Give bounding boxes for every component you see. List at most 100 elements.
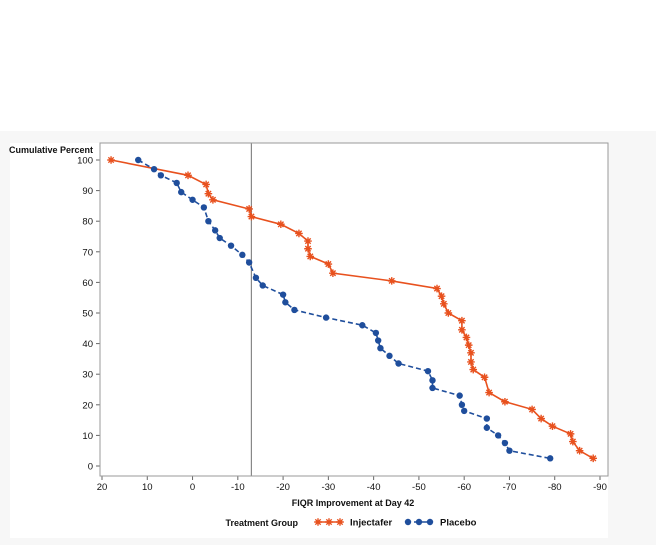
y-tick-label: 20 — [82, 400, 93, 411]
injectafer-point — [548, 422, 557, 431]
x-tick-label: 20 — [97, 482, 108, 493]
injectafer-point — [304, 237, 312, 245]
injectafer-point — [537, 414, 545, 423]
y-tick-label: 80 — [82, 217, 93, 228]
x-tick-label: 10 — [142, 482, 153, 493]
placebo-point — [359, 322, 366, 329]
placebo-point — [456, 392, 463, 399]
legend-swatch-marker — [404, 518, 412, 526]
legend-entry-placebo: Placebo — [404, 518, 477, 529]
injectafer-point — [433, 284, 441, 293]
x-tick-label: -40 — [367, 482, 381, 493]
placebo-point — [189, 196, 196, 203]
placebo-series — [135, 156, 554, 462]
placebo-point — [483, 415, 491, 422]
placebo-point — [200, 204, 208, 211]
injectafer-point — [458, 326, 466, 334]
legend-entry-injectafer: Injectafer — [314, 518, 393, 529]
figure-panel: Cumulative Percent 0 10 20 30 40 50 60 70 80 90 10… — [0, 131, 656, 545]
y-tick-label: 70 — [82, 247, 93, 258]
y-tick-label: 50 — [82, 309, 93, 320]
y-axis-label: Cumulative Percent — [9, 145, 93, 155]
injectafer-series — [107, 156, 598, 463]
y-tick-label: 0 — [88, 462, 93, 473]
placebo-point — [135, 156, 142, 164]
legend-label: Injectafer — [350, 518, 393, 529]
y-tick-label: 10 — [82, 431, 93, 442]
injectafer-point — [480, 373, 489, 382]
placebo-point — [245, 259, 253, 266]
injectafer-point — [469, 365, 478, 374]
placebo-point — [395, 360, 402, 367]
injectafer-point — [184, 171, 192, 180]
x-tick-label: -30 — [321, 482, 335, 493]
x-tick-label: -20 — [276, 482, 290, 493]
injectafer-point — [247, 212, 256, 221]
legend-swatch-marker — [336, 518, 344, 526]
placebo-point — [282, 299, 289, 306]
x-tick-label: -50 — [412, 482, 426, 493]
injectafer-point — [458, 316, 466, 325]
injectafer-point — [467, 348, 475, 357]
injectafer-point — [575, 446, 584, 455]
legend-swatch-marker — [426, 518, 434, 526]
legend-label: Placebo — [440, 518, 477, 529]
injectafer-point — [444, 309, 453, 317]
x-axis-label: FIQR Improvement at Day 42 — [292, 498, 415, 508]
cumulative-percent-chart: Cumulative Percent 0 10 20 30 40 50 60 70 80 90 10… — [9, 142, 609, 538]
x-tick-label: 0 — [190, 482, 195, 493]
injectafer-point — [204, 189, 213, 198]
placebo-point — [216, 234, 223, 242]
x-tick-label: -60 — [457, 482, 471, 493]
injectafer-point — [440, 300, 448, 308]
injectafer-point — [245, 205, 253, 213]
injectafer-point — [462, 333, 471, 342]
placebo-point — [252, 274, 260, 282]
injectafer-point — [566, 430, 575, 438]
placebo-point — [227, 242, 235, 249]
plot-background — [10, 143, 608, 538]
injectafer-point — [437, 292, 446, 300]
placebo-point — [374, 337, 382, 344]
injectafer-point — [589, 454, 598, 463]
injectafer-point — [501, 397, 509, 406]
placebo-point — [424, 367, 432, 375]
y-tick-label: 40 — [82, 339, 93, 350]
x-tick-label: -10 — [231, 482, 245, 493]
injectafer-point — [324, 260, 333, 268]
placebo-point — [386, 352, 393, 360]
legend-swatch-marker — [325, 518, 333, 526]
placebo-point — [157, 172, 165, 179]
injectafer-point — [277, 220, 285, 229]
legend-swatch-marker — [314, 518, 322, 526]
injectafer-point — [485, 388, 493, 397]
placebo-point — [150, 165, 158, 173]
placebo-point — [211, 227, 219, 234]
injectafer-point — [329, 269, 337, 278]
x-tick-label: -70 — [503, 482, 517, 493]
y-tick-label: 60 — [82, 278, 93, 289]
placebo-point — [458, 401, 466, 408]
placebo-point — [372, 329, 380, 337]
placebo-point — [377, 344, 384, 352]
injectafer-point — [387, 277, 396, 285]
legend-swatch-marker — [415, 518, 423, 526]
injectafer-point — [528, 405, 536, 414]
y-tick-label: 30 — [82, 370, 93, 381]
legend: Treatment Group Injectafer Placebo — [225, 518, 476, 529]
injectafer-point — [107, 156, 115, 164]
placebo-point — [547, 455, 554, 462]
x-tick-label: -90 — [593, 482, 607, 493]
plot-frame — [99, 142, 609, 477]
placebo-point — [460, 407, 468, 415]
placebo-point — [506, 447, 513, 454]
legend-title: Treatment Group — [225, 518, 298, 528]
injectafer-point — [295, 229, 303, 238]
placebo-point — [494, 432, 502, 439]
y-tick-label: 90 — [82, 186, 93, 197]
placebo-point — [429, 384, 436, 392]
placebo-point — [239, 251, 246, 259]
injectafer-point — [306, 252, 315, 261]
placebo-point — [205, 218, 212, 225]
placebo-point — [178, 188, 185, 196]
